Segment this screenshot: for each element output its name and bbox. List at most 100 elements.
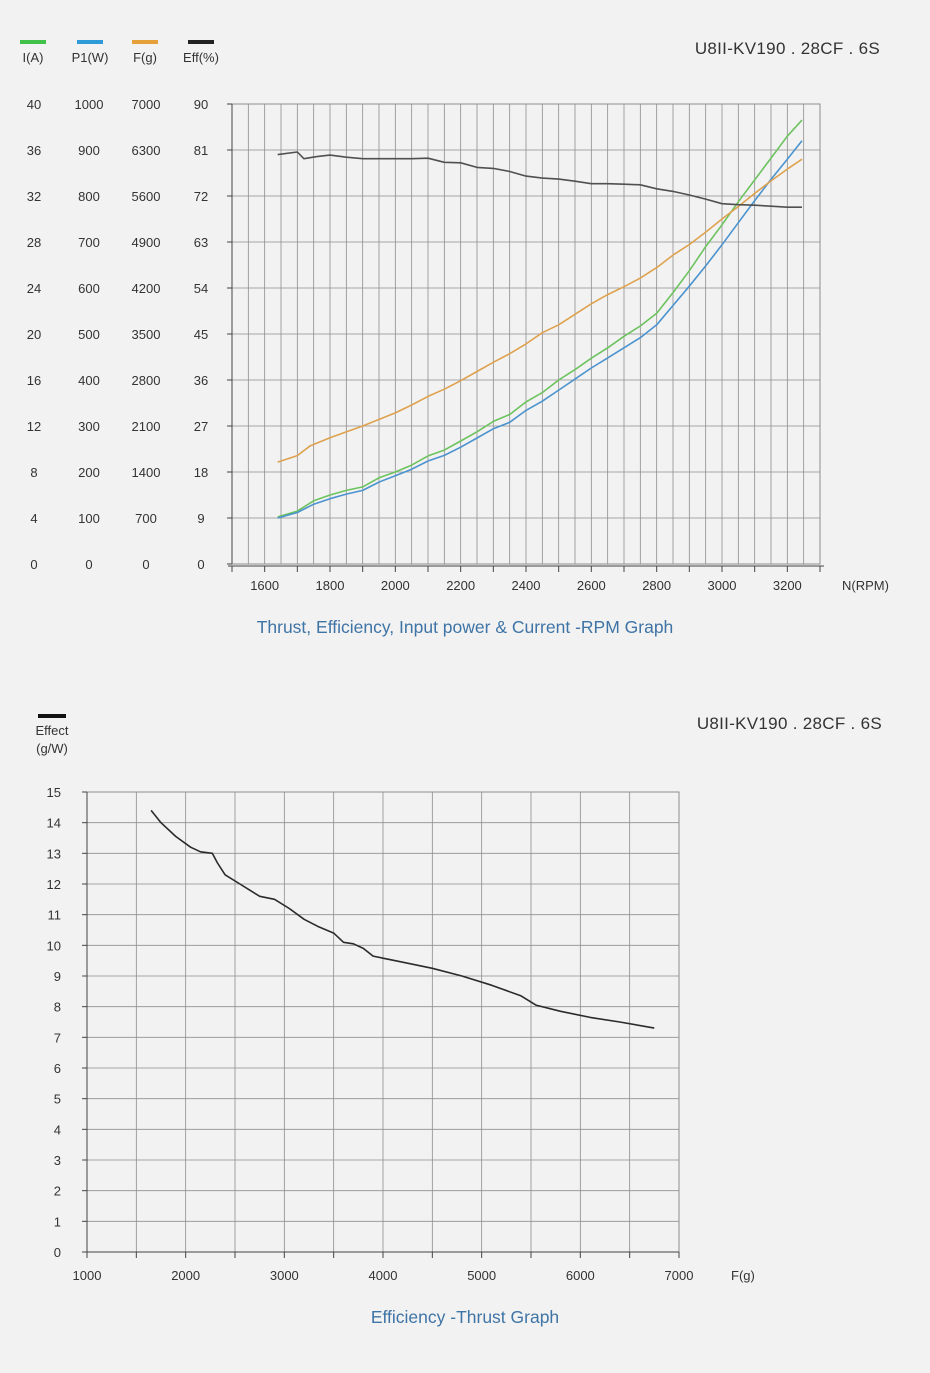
y-tick-label: 6 [54, 1061, 61, 1076]
y-tick-label-0: 32 [27, 189, 41, 204]
series-line-3 [277, 151, 802, 208]
x-tick-label: 2400 [512, 578, 541, 593]
y-tick-label-3: 54 [194, 281, 208, 296]
y-tick-label: 9 [54, 969, 61, 984]
y-tick-label-1: 100 [78, 511, 100, 526]
y-tick-label-1: 600 [78, 281, 100, 296]
rpm-chart-series [277, 119, 803, 519]
x-tick-label: 1600 [250, 578, 279, 593]
series-line-0 [277, 119, 803, 518]
effect-legend-unit: (g/W) [36, 741, 68, 756]
y-tick-label-3: 90 [194, 97, 208, 112]
x-tick-label: 2600 [577, 578, 606, 593]
rpm-chart-x-axis: 1600 1800 2000 2200 2400 2600 2800 3000 3200 [250, 578, 802, 593]
x-tick-label: 2200 [446, 578, 475, 593]
y-tick-label: 8 [54, 1000, 61, 1015]
thrust-chart-x-axis: 1000 2000 3000 4000 5000 6000 7000 [73, 1268, 694, 1283]
y-tick-label-0: 24 [27, 281, 41, 296]
x-tick-label: 2800 [642, 578, 671, 593]
y-tick-label-3: 9 [197, 511, 204, 526]
y-tick-label-0: 28 [27, 235, 41, 250]
thrust-chart-grid [82, 791, 680, 1258]
x-tick-label: 1000 [73, 1268, 102, 1283]
y-tick-label-3: 0 [197, 557, 204, 572]
x-tick-label: 2000 [171, 1268, 200, 1283]
effect-line-0 [150, 809, 655, 1029]
rpm-chart-title: Thrust, Efficiency, Input power & Curren… [257, 617, 674, 637]
y-tick-label: 13 [47, 846, 61, 861]
rpm-chart-grid [227, 103, 824, 572]
y-tick-label-1: 1000 [75, 97, 104, 112]
y-tick-label-2: 700 [135, 511, 157, 526]
y-tick-label: 4 [54, 1122, 61, 1137]
x-tick-label: 5000 [467, 1268, 496, 1283]
y-tick-label-0: 40 [27, 97, 41, 112]
y-tick-label: 15 [47, 785, 61, 800]
rpm-chart-y-axes: 0481216202428323640010020030040050060070… [27, 97, 208, 572]
thrust-chart: Effect (g/W) U8II-KV190 . 28CF . 6S 0123… [35, 714, 882, 1327]
y-tick-label-2: 4200 [132, 281, 161, 296]
y-tick-label-0: 8 [30, 465, 37, 480]
y-tick-label-3: 45 [194, 327, 208, 342]
thrust-chart-x-axis-label: F(g) [731, 1268, 755, 1283]
y-tick-label-0: 36 [27, 143, 41, 158]
y-tick-label: 0 [54, 1245, 61, 1260]
rpm-chart: I(A) P1(W) F(g) Eff(%) U8II-KV190 . 28CF . … [20, 39, 889, 637]
rpm-chart-legend: I(A) P1(W) F(g) Eff(%) [20, 40, 219, 65]
y-tick-label-2: 7000 [132, 97, 161, 112]
x-tick-label: 4000 [369, 1268, 398, 1283]
y-tick-label-0: 12 [27, 419, 41, 434]
y-tick-label-1: 700 [78, 235, 100, 250]
y-tick-label: 7 [54, 1030, 61, 1045]
x-tick-label: 6000 [566, 1268, 595, 1283]
y-tick-label: 5 [54, 1092, 61, 1107]
y-tick-label-2: 5600 [132, 189, 161, 204]
y-tick-label-2: 2800 [132, 373, 161, 388]
y-tick-label: 14 [47, 816, 61, 831]
y-tick-label-2: 2100 [132, 419, 161, 434]
x-tick-label: 3000 [708, 578, 737, 593]
y-tick-label-0: 20 [27, 327, 41, 342]
x-tick-label: 7000 [665, 1268, 694, 1283]
legend-label-2: F(g) [133, 50, 157, 65]
legend-label-1: P1(W) [72, 50, 109, 65]
y-tick-label: 3 [54, 1153, 61, 1168]
y-tick-label-1: 800 [78, 189, 100, 204]
y-tick-label-2: 4900 [132, 235, 161, 250]
legend-swatch-1 [77, 40, 103, 44]
x-tick-label: 2000 [381, 578, 410, 593]
y-tick-label-3: 63 [194, 235, 208, 250]
y-tick-label: 11 [48, 908, 62, 923]
y-tick-label-3: 18 [194, 465, 208, 480]
y-tick-label-3: 27 [194, 419, 208, 434]
series-line-2 [277, 158, 803, 463]
thrust-chart-model-label: U8II-KV190 . 28CF . 6S [697, 714, 882, 733]
y-tick-label-1: 300 [78, 419, 100, 434]
y-tick-label-2: 6300 [132, 143, 161, 158]
effect-legend-swatch [38, 714, 66, 718]
y-tick-label-0: 4 [30, 511, 37, 526]
thrust-chart-series [150, 809, 655, 1029]
thrust-chart-title: Efficiency -Thrust Graph [371, 1307, 559, 1327]
y-tick-label-0: 16 [27, 373, 41, 388]
y-tick-label-1: 0 [85, 557, 92, 572]
rpm-chart-model-label: U8II-KV190 . 28CF . 6S [695, 39, 880, 58]
effect-legend-label: Effect [35, 723, 68, 738]
x-tick-label: 3000 [270, 1268, 299, 1283]
y-tick-label-3: 72 [194, 189, 208, 204]
legend-swatch-0 [20, 40, 46, 44]
y-tick-label-1: 200 [78, 465, 100, 480]
y-tick-label-1: 400 [78, 373, 100, 388]
y-tick-label-2: 3500 [132, 327, 161, 342]
legend-swatch-3 [188, 40, 214, 44]
y-tick-label-1: 500 [78, 327, 100, 342]
y-tick-label-0: 0 [30, 557, 37, 572]
x-tick-label: 1800 [316, 578, 345, 593]
y-tick-label: 10 [47, 938, 61, 953]
y-tick-label-1: 900 [78, 143, 100, 158]
y-tick-label-3: 81 [194, 143, 208, 158]
y-tick-label-2: 1400 [132, 465, 161, 480]
legend-label-0: I(A) [23, 50, 44, 65]
